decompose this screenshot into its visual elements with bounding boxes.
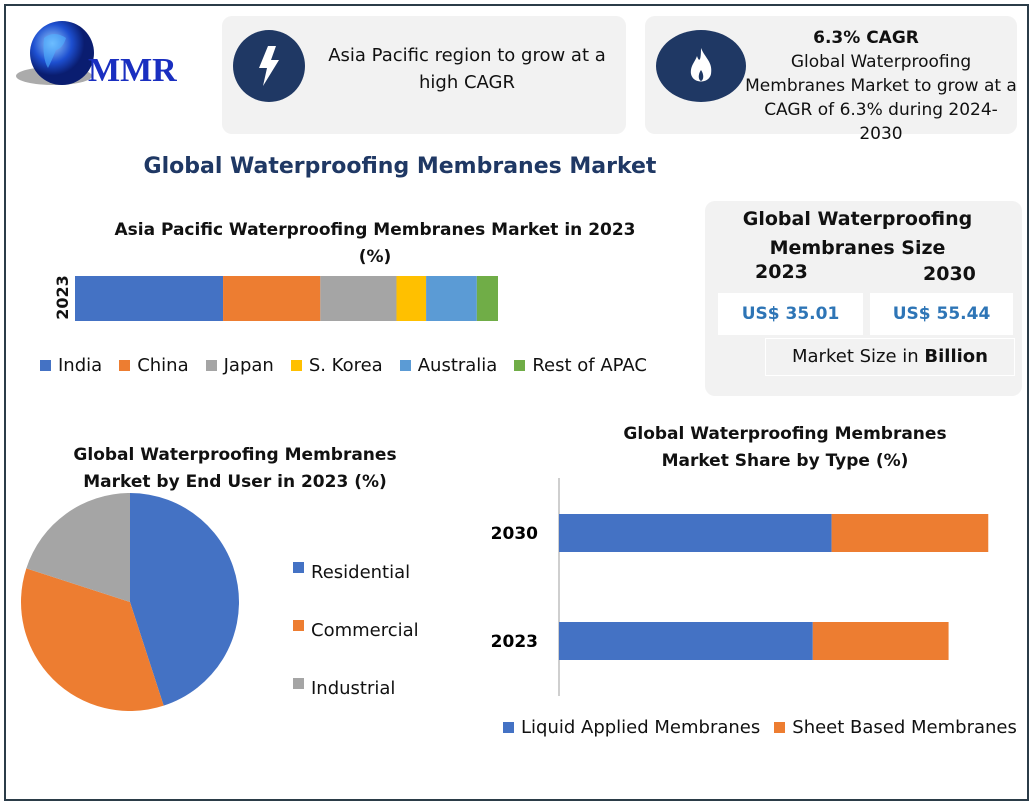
legend-item: Residential — [293, 562, 419, 620]
year-2023: 2023 — [755, 261, 808, 283]
legend-label: India — [58, 355, 103, 376]
card2-line1: Global Waterproofing — [790, 52, 972, 72]
card2-line3: CAGR of 6.3% during 2024-2030 — [764, 100, 998, 144]
pie-chart-title-line2: Market by End User in 2023 (%) — [83, 472, 387, 492]
legend-swatch — [399, 360, 411, 371]
note-bold: Billion — [924, 346, 988, 367]
bar-segment-2023 — [812, 622, 949, 660]
legend-label: Japan — [223, 355, 274, 376]
apac-stacked-bar-chart — [75, 276, 498, 321]
category-label-2023: 2023 — [491, 632, 538, 652]
bar-segment-india — [75, 276, 224, 321]
legend-item: Commercial — [293, 620, 419, 678]
type-chart-title: Global Waterproofing Membranes — [623, 424, 947, 444]
legend-label: Industrial — [311, 678, 396, 699]
legend-swatch — [293, 678, 304, 689]
card1-line1: Asia Pacific region to grow at a — [328, 45, 606, 66]
legend-swatch — [205, 360, 217, 371]
pie-chart-title: Global Waterproofing Membranes — [73, 445, 397, 465]
asia-pacific-card: Asia Pacific region to grow at a high CA… — [222, 16, 626, 134]
market-size-note: Market Size in Billion — [765, 338, 1015, 376]
bar-segment-china — [223, 276, 321, 321]
legend-item: China — [119, 355, 189, 376]
bar-segment-rest-of-apac — [476, 276, 498, 321]
legend-label: Commercial — [311, 620, 419, 641]
pie-legend: Residential Commercial Industrial — [293, 562, 419, 736]
type-stacked-bar-chart: 2030 2023 — [491, 478, 989, 696]
card1-line2: high CAGR — [419, 72, 515, 93]
bar-segment-2030 — [831, 514, 989, 552]
end-user-pie-chart — [21, 493, 239, 711]
legend-item: Australia — [399, 355, 498, 376]
legend-swatch — [293, 562, 304, 573]
size-title-line2: Membranes Size — [769, 237, 946, 259]
legend-label: Sheet Based Membranes — [792, 717, 1017, 738]
pie-slice-residential — [130, 493, 239, 706]
legend-label: S. Korea — [308, 355, 383, 376]
market-size-box: Global Waterproofing Membranes Size 2023… — [705, 201, 1022, 396]
legend-swatch — [514, 360, 526, 371]
size-title-line1: Global Waterproofing — [742, 208, 973, 230]
main-title: Global Waterproofing Membranes Market — [143, 154, 657, 179]
legend-label: Residential — [311, 562, 411, 583]
bar-segment-s-korea — [396, 276, 427, 321]
type-chart-title-line2: Market Share by Type (%) — [661, 451, 909, 471]
legend-swatch — [119, 360, 131, 371]
apac-legend: India China Japan S. Korea Australia Rest of … — [40, 355, 664, 376]
note-prefix: Market Size in — [792, 346, 925, 367]
legend-swatch — [503, 722, 514, 733]
legend-item: S. Korea — [290, 355, 383, 376]
infographic-frame — [4, 4, 1029, 801]
category-label-2030: 2030 — [491, 524, 538, 544]
apac-chart-title: Asia Pacific Waterproofing Membranes Mar… — [114, 220, 636, 240]
globe-icon — [16, 21, 94, 85]
value-2023: US$ 35.01 — [718, 293, 863, 335]
logo-text: MMR — [88, 52, 177, 89]
bar-segment-2030 — [559, 514, 832, 552]
legend-item: Japan — [205, 355, 274, 376]
type-legend: Liquid Applied Membranes Sheet Based Memb… — [503, 717, 1031, 738]
legend-swatch — [40, 360, 51, 371]
legend-item: Rest of APAC — [514, 355, 647, 376]
apac-chart-title-unit: (%) — [358, 247, 392, 267]
legend-label: Rest of APAC — [532, 355, 647, 376]
card2-line2: Membranes Market to grow at a — [745, 76, 1017, 96]
year-2030: 2030 — [923, 263, 976, 285]
pie-slice-commercial — [21, 568, 164, 711]
bar-segment-2023 — [559, 622, 813, 660]
legend-swatch — [293, 620, 304, 631]
legend-label: Liquid Applied Membranes — [521, 717, 761, 738]
legend-item: Sheet Based Membranes — [774, 717, 1017, 738]
value-2030: US$ 55.44 — [870, 293, 1013, 335]
pie-slice-industrial — [26, 493, 130, 602]
flame-icon — [656, 30, 746, 102]
legend-item: Industrial — [293, 678, 419, 736]
bar-segment-australia — [426, 276, 477, 321]
mmr-logo: MMR — [14, 18, 209, 93]
cagr-card: 6.3% CAGR Global Waterproofing Membranes… — [645, 16, 1017, 144]
bar-segment-japan — [320, 276, 397, 321]
cagr-heading: 6.3% CAGR — [813, 28, 919, 48]
lightning-icon — [233, 30, 305, 102]
legend-item: India — [40, 355, 102, 376]
legend-swatch — [774, 722, 786, 733]
legend-item: Liquid Applied Membranes — [503, 717, 760, 738]
legend-label: China — [137, 355, 189, 376]
legend-label: Australia — [417, 355, 498, 376]
apac-category-label: 2023 — [52, 275, 72, 320]
legend-swatch — [290, 360, 302, 371]
